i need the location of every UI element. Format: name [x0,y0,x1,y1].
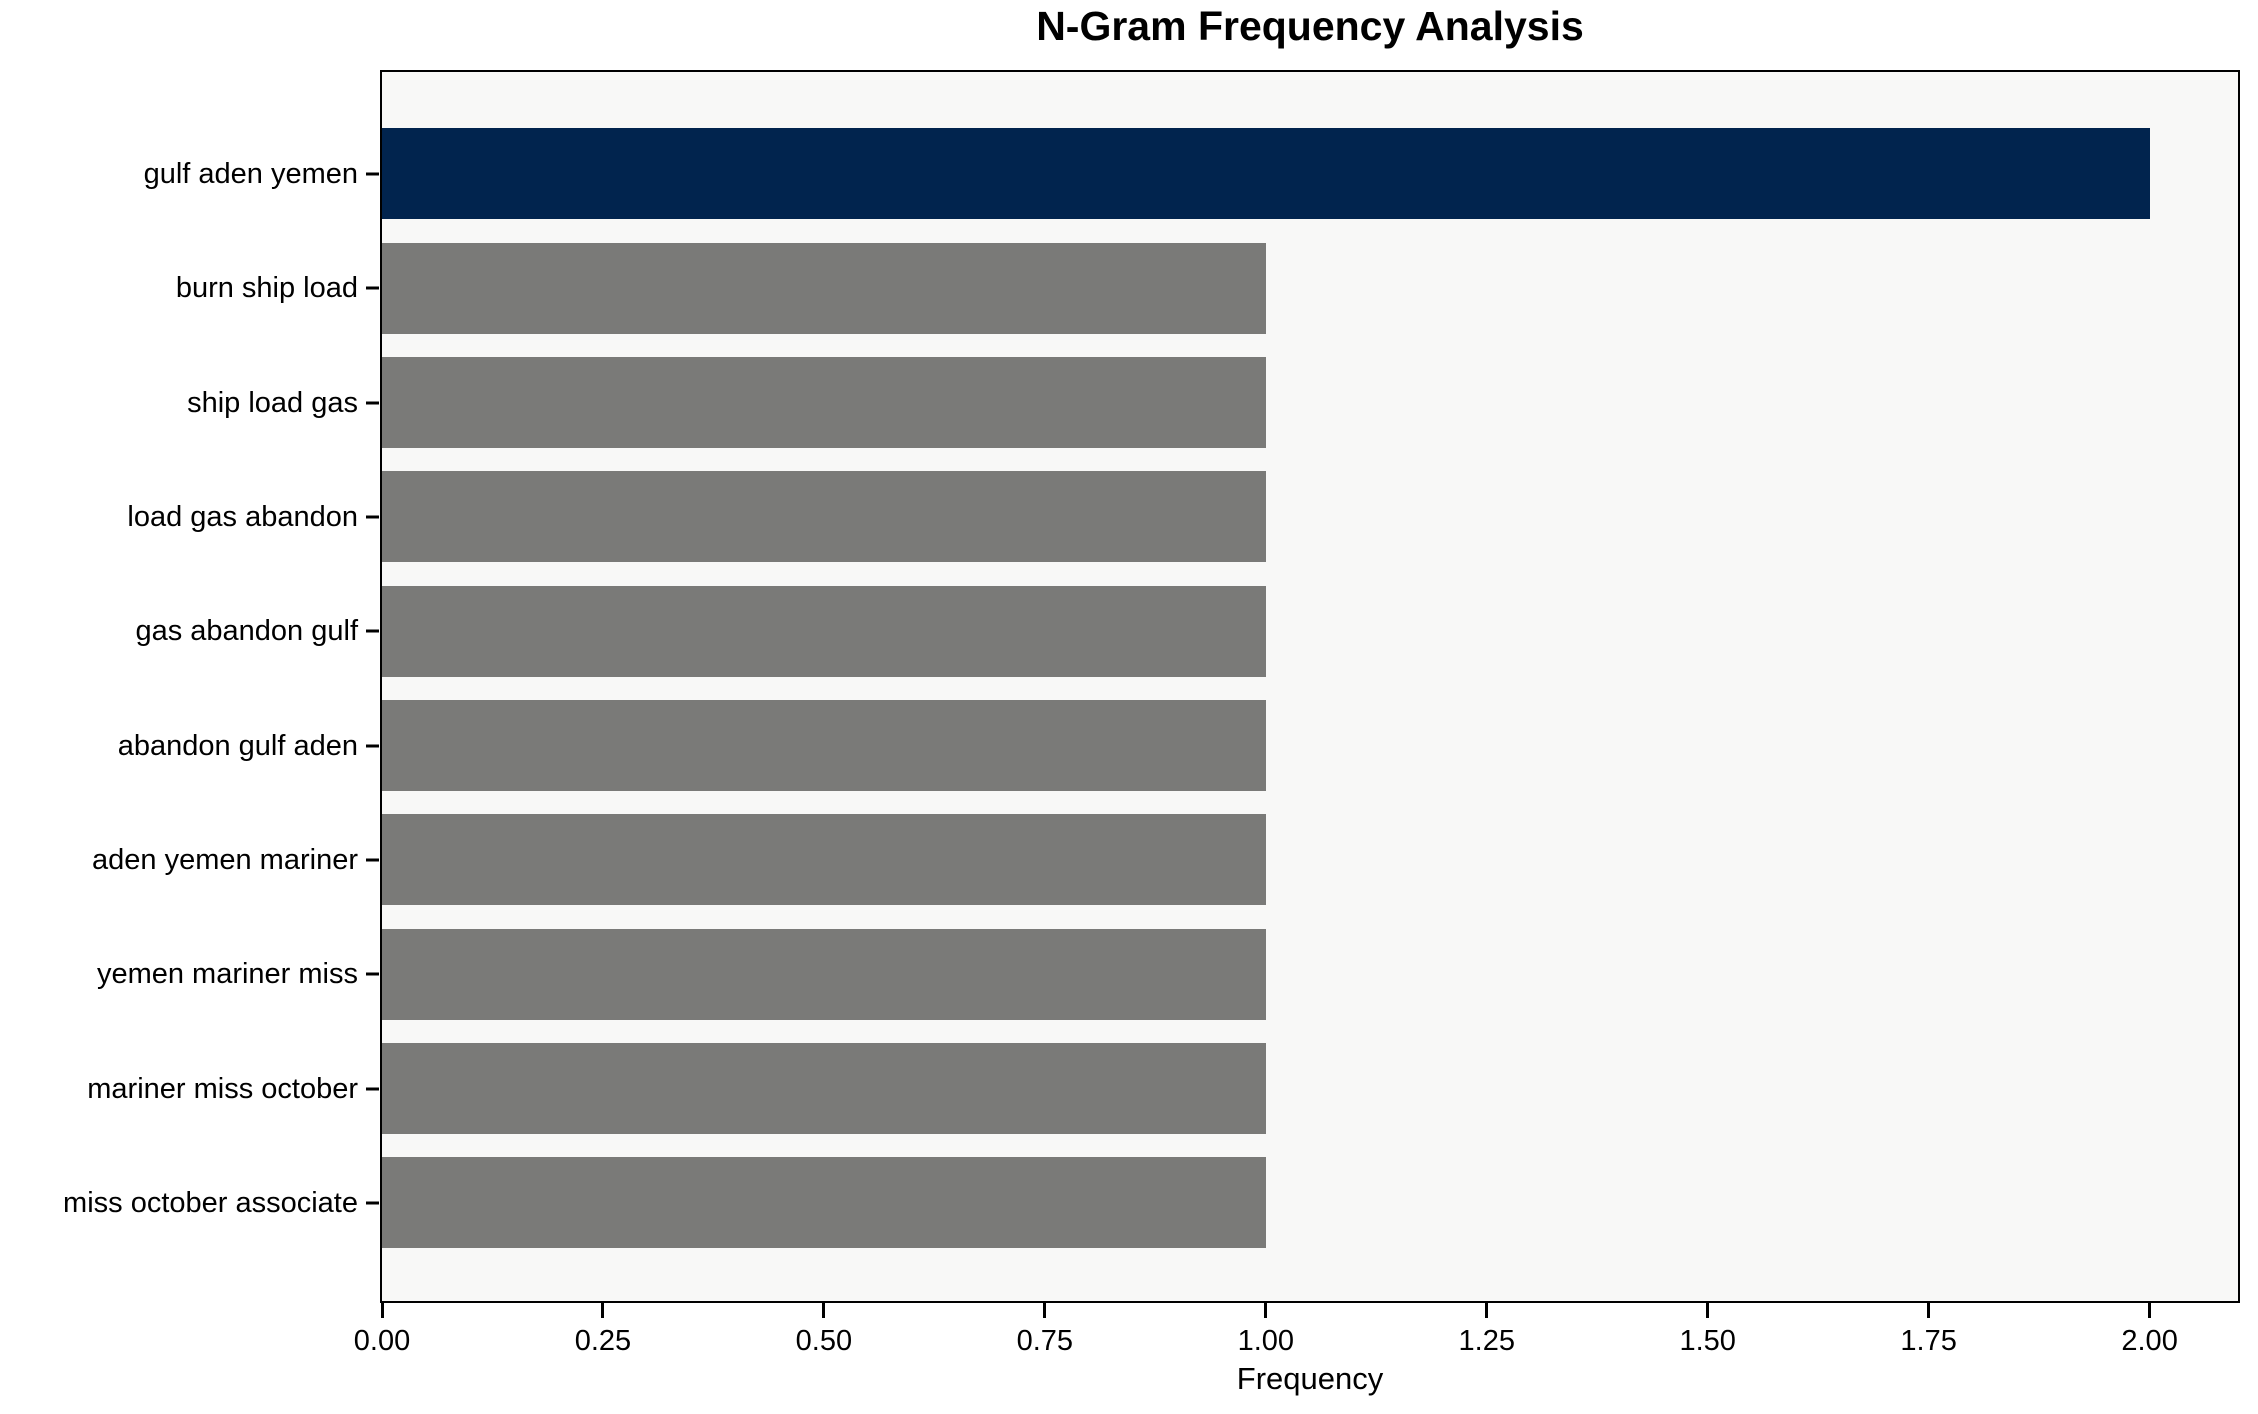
y-tick-label: mariner miss october [87,1072,358,1105]
y-tick-label: aden yemen mariner [92,843,358,876]
x-tick-label: 1.75 [1900,1325,1957,1357]
y-tick-label: gas abandon gulf [135,615,358,648]
bar-load-gas-abandon [382,471,1266,563]
x-tick-mark [1706,1303,1710,1318]
bar-gas-abandon-gulf [382,585,1266,677]
x-tick-label: 1.50 [1679,1325,1736,1357]
bar-miss-october-associate [382,1157,1266,1249]
y-tick-mark [366,1087,379,1091]
x-tick-mark [1264,1303,1268,1318]
y-tick-mark [366,858,379,862]
x-tick-label: 1.25 [1458,1325,1515,1357]
x-tick-mark [1485,1303,1489,1318]
chart-title: N-Gram Frequency Analysis [1036,3,1584,49]
y-tick-mark [366,1201,379,1205]
x-tick-mark [380,1303,384,1318]
y-tick-label: load gas abandon [127,500,358,533]
y-tick-mark [366,401,379,404]
x-tick-mark [1927,1303,1931,1318]
bar-burn-ship-load [382,242,1266,334]
y-tick-mark [366,286,379,290]
y-tick-mark [366,629,379,633]
bar-gulf-aden-yemen [382,128,2150,220]
x-tick-mark [822,1303,826,1318]
x-tick-label: 2.00 [2121,1325,2178,1357]
x-tick-label: 1.00 [1237,1325,1295,1357]
bar-mariner-miss-october [382,1043,1266,1135]
y-tick-mark [366,972,379,976]
x-tick-label: 0.75 [1016,1325,1074,1357]
plot-area [366,70,2240,1303]
y-tick-label: yemen mariner miss [96,958,358,991]
x-tick-label: 0.00 [353,1325,411,1357]
x-tick-label: 0.25 [574,1325,632,1357]
bar-ship-load-gas [382,357,1266,448]
y-tick-mark [366,515,379,519]
y-tick-mark [366,172,379,176]
y-tick-mark [366,744,379,748]
x-tick-mark [601,1303,605,1318]
x-axis-title: Frequency [1236,1361,1384,1396]
y-tick-label: abandon gulf aden [117,729,358,762]
x-tick-mark [1043,1303,1047,1318]
bar-abandon-gulf-aden [382,700,1266,792]
y-tick-label: miss october associate [63,1186,358,1219]
bar-aden-yemen-mariner [382,814,1266,906]
x-tick-label: 0.50 [795,1325,853,1357]
y-tick-label: gulf aden yemen [143,157,358,190]
y-tick-label: ship load gas [187,386,358,419]
x-tick-mark [2148,1303,2152,1318]
bar-yemen-mariner-miss [382,928,1266,1020]
y-tick-label: burn ship load [175,272,358,305]
y-axis-labels: gulf aden yemen burn ship load ship load g… [0,0,358,1414]
